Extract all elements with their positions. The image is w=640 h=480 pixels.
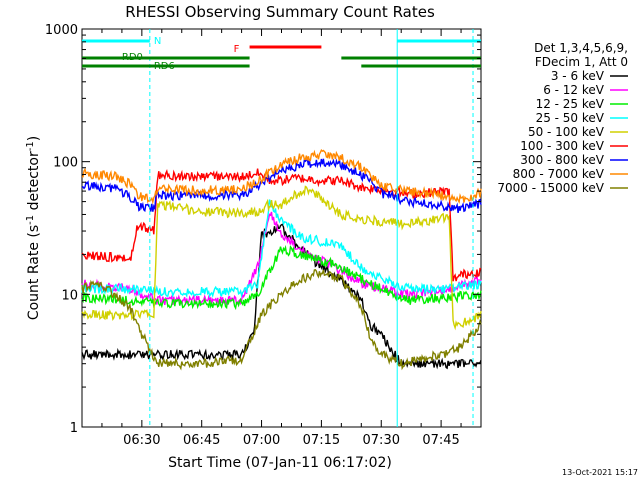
y-label-sup-2: -1 xyxy=(25,141,36,151)
state-label-rd0: RD0 xyxy=(122,52,143,63)
legend-header-line-1: Det 1,3,4,5,6,9, xyxy=(534,41,628,55)
legend-label-9: 7000 - 15000 keV xyxy=(497,181,604,195)
state-label-rd6: RD6 xyxy=(154,61,175,72)
y-label-part-2: detector xyxy=(26,151,42,215)
legend-label-1: 3 - 6 keV xyxy=(551,69,605,83)
series-line-9 xyxy=(81,269,482,371)
legend-label-6: 100 - 300 keV xyxy=(520,139,604,153)
x-tick-label: 07:30 xyxy=(363,433,400,448)
series-line-7 xyxy=(81,157,482,214)
y-tick-label: 1000 xyxy=(45,23,78,38)
x-axis: 06:30 06:45 07:00 07:15 07:30 07:45 xyxy=(81,29,482,448)
legend-label-5: 50 - 100 keV xyxy=(528,125,605,139)
y-label-part-3: ) xyxy=(26,136,42,141)
y-label-part-1: Count Rate (s xyxy=(26,225,42,320)
footer-timestamp: 13-Oct-2021 15:17 xyxy=(562,468,638,477)
chart-title: RHESSI Observing Summary Count Rates xyxy=(125,3,435,21)
legend-label-3: 12 - 25 keV xyxy=(536,97,605,111)
x-tick-label: 07:00 xyxy=(243,433,280,448)
series-line-4 xyxy=(81,199,482,299)
series-line-2 xyxy=(81,211,482,308)
y-axis-label: Count Rate (s-1 detector-1) xyxy=(25,136,42,320)
state-label-f: F xyxy=(234,44,240,55)
series-line-1 xyxy=(81,223,482,370)
legend-label-4: 25 - 50 keV xyxy=(536,111,605,125)
series-line-5 xyxy=(81,185,482,331)
x-axis-label: Start Time (07-Jan-11 06:17:02) xyxy=(168,455,392,471)
x-tick-label: 06:45 xyxy=(183,433,220,448)
y-tick-label: 1 xyxy=(70,421,78,436)
state-label-n: N xyxy=(154,36,161,47)
y-tick-label: 10 xyxy=(61,288,78,303)
legend-header-line-2: FDecim 1, Att 0 xyxy=(535,55,628,69)
y-tick-label: 100 xyxy=(53,156,78,171)
legend-label-7: 300 - 800 keV xyxy=(520,153,604,167)
legend-label-2: 6 - 12 keV xyxy=(543,83,605,97)
x-tick-label: 07:45 xyxy=(422,433,459,448)
legend: Det 1,3,4,5,6,9, FDecim 1, Att 0 3 - 6 k… xyxy=(497,41,628,195)
y-axis: 1 10 100 1000 xyxy=(45,23,481,436)
x-tick-label: 07:15 xyxy=(303,433,340,448)
x-tick-label: 06:30 xyxy=(123,433,160,448)
legend-label-8: 800 - 7000 keV xyxy=(513,167,605,181)
series-line-3 xyxy=(81,244,482,311)
state-layer: N F RD0 RD6 xyxy=(82,29,481,427)
series-line-8 xyxy=(81,149,482,205)
series-layer xyxy=(81,149,482,371)
y-label-sup-1: -1 xyxy=(25,215,36,225)
